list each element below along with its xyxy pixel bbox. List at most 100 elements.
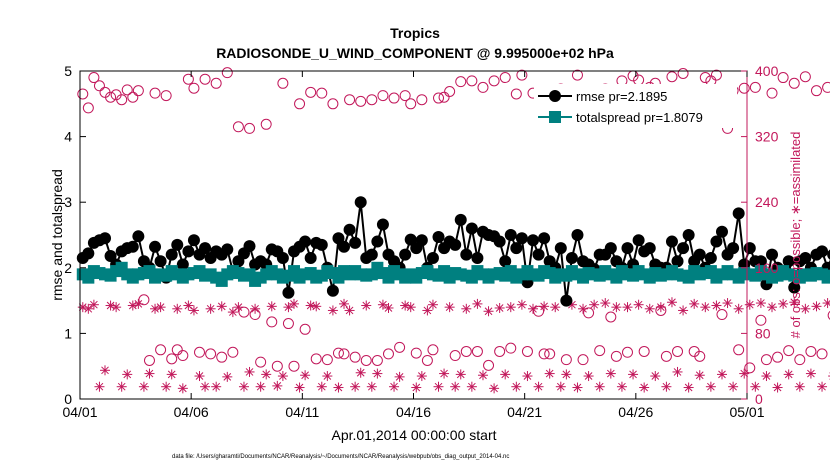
obs-assimilated-point [333,382,344,393]
obs-possible-point [433,92,445,104]
obs-possible-point [810,85,822,97]
obs-possible-point [499,72,511,84]
obs-assimilated-point [361,300,372,311]
obs-possible-point [494,345,506,357]
rmse-point [704,251,717,264]
obs-assimilated-point [689,298,700,309]
rmse-point [376,218,389,231]
obs-assimilated-point [389,381,400,392]
obs-assimilated-point [522,371,533,382]
obs-assimilated-point [666,297,677,308]
obs-possible-point [277,77,289,89]
obs-possible-point [455,76,467,88]
obs-assimilated-point [244,366,255,377]
obs-assimilated-point [800,303,811,314]
obs-assimilated-point [683,382,694,393]
x-tick-label: 04/16 [396,404,431,420]
obs-possible-point [282,318,294,330]
rmse-point [132,230,145,243]
obs-assimilated-point [433,381,444,392]
obs-possible-point [116,94,128,106]
y-axis-right: 0 80 160 240 320 400 [741,63,779,407]
obs-possible-point [377,90,389,102]
obs-assimilated-point [144,368,155,379]
obs-assimilated-point [811,301,822,312]
rmse-point [371,235,384,248]
rmse-point [693,248,706,261]
obs-assimilated-point [105,300,116,311]
rmse-point [715,225,728,238]
rmse-point [104,249,117,262]
obs-assimilated-point [355,367,366,378]
rmse-point [315,238,328,251]
x-tick-label: 04/21 [507,404,542,420]
rmse-point [732,207,745,220]
rmse-point [354,196,367,209]
obs-assimilated-point [394,371,405,382]
rmse-point [754,255,767,268]
obs-assimilated-point [250,303,261,314]
x-axis: 04/01 04/06 04/11 04/16 04/21 04/26 05/01 [62,71,765,420]
rmse-point [465,222,478,235]
rmse-point [560,294,573,307]
rmse-point [671,255,684,268]
obs-possible-point [694,350,706,362]
x-tick-label: 04/06 [174,404,209,420]
obs-assimilated-point [678,305,689,316]
y-axis-left: 0 1 2 3 4 5 [64,63,86,407]
obs-possible-point [666,71,678,83]
obs-assimilated-point [472,298,483,309]
obs-possible-point [127,91,139,103]
obs-possible-point [677,67,689,79]
obs-possible-point [427,344,439,356]
rmse-point [665,235,678,248]
obs-assimilated-point [450,381,461,392]
obs-assimilated-point [616,381,627,392]
obs-assimilated-point [539,301,550,312]
obs-assimilated-point [767,302,778,313]
obs-possible-point [638,345,650,357]
rmse-point [532,248,545,261]
obs-assimilated-point [505,302,516,313]
rmse-point [677,242,690,255]
rmse-point [199,242,212,255]
obs-assimilated-point [755,298,766,309]
totalspread-point [827,269,830,282]
rmse-point [404,233,417,246]
obs-assimilated-point [300,370,311,381]
obs-assimilated-point [594,381,605,392]
obs-possible-point [344,94,356,106]
obs-possible-point [538,348,550,360]
obs-possible-point [788,77,800,89]
obs-assimilated-point [461,303,472,314]
rmse-point [449,238,462,251]
obs-assimilated-point [294,382,305,393]
obs-possible-point [583,307,595,319]
x-tick-label: 04/11 [285,404,319,420]
obs-possible-point [610,350,622,362]
obs-assimilated-point [644,303,655,314]
obs-assimilated-point [439,368,450,379]
x-axis-label: Apr.01,2014 00:00:00 start [331,427,496,443]
obs-possible-point [605,311,617,323]
rmse-point [632,234,645,247]
rmse-point [565,251,578,264]
obs-possible-point [744,362,756,374]
obs-assimilated-point [700,302,711,313]
obs-assimilated-point [122,369,133,380]
rmse-point [799,251,812,264]
obs-possible-point [338,348,350,360]
obs-assimilated-point [805,368,816,379]
obs-assimilated-point [277,371,288,382]
obs-possible-point [471,345,483,357]
obs-assimilated-point [739,368,750,379]
obs-possible-point [477,81,489,93]
obs-assimilated-point [611,302,622,313]
obs-assimilated-point [155,302,166,313]
obs-possible-point [216,351,228,363]
obs-possible-point [105,91,117,103]
rmse-point [187,234,200,247]
y2-tick-label: 0 [755,391,763,407]
obs-possible-point [560,354,572,366]
